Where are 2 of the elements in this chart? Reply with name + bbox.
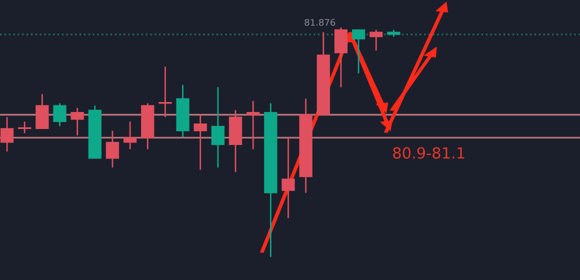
annotation: 80.9-81.1 bbox=[393, 147, 464, 159]
text: 81.876 bbox=[304, 18, 336, 26]
